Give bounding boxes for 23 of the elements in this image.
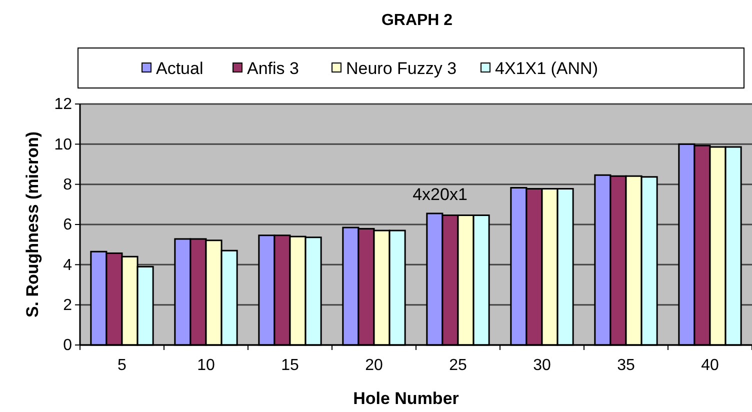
y-tick-label: 2: [63, 296, 72, 314]
x-tick-label: 15: [281, 357, 299, 374]
x-tick-label: 20: [365, 357, 383, 374]
x-tick-label: 5: [118, 357, 127, 374]
y-tick-label: 4: [63, 256, 72, 274]
y-tick-label: 8: [63, 176, 72, 194]
x-tick-label: 30: [533, 357, 551, 374]
annotation: 4x20x1: [412, 185, 468, 204]
x-axis-title: Hole Number: [353, 389, 460, 408]
y-tick-label: 10: [54, 136, 72, 154]
x-tick-label: 25: [449, 357, 467, 374]
x-tick-label: 10: [197, 357, 215, 374]
x-tick-label: 35: [617, 357, 635, 374]
y-axis-title: S. Roughness (micron): [23, 131, 42, 318]
legend-label: Actual: [156, 59, 204, 78]
legend-label: 4X1X1 (ANN): [495, 59, 598, 78]
legend-label: Neuro Fuzzy 3: [346, 59, 457, 78]
y-tick-label: 12: [54, 96, 72, 114]
y-tick-label: 6: [63, 216, 72, 234]
legend-label: Anfis 3: [247, 59, 299, 78]
chart-title: GRAPH 2: [381, 12, 453, 29]
y-tick-label: 0: [63, 337, 72, 354]
x-tick-label: 40: [701, 357, 719, 374]
